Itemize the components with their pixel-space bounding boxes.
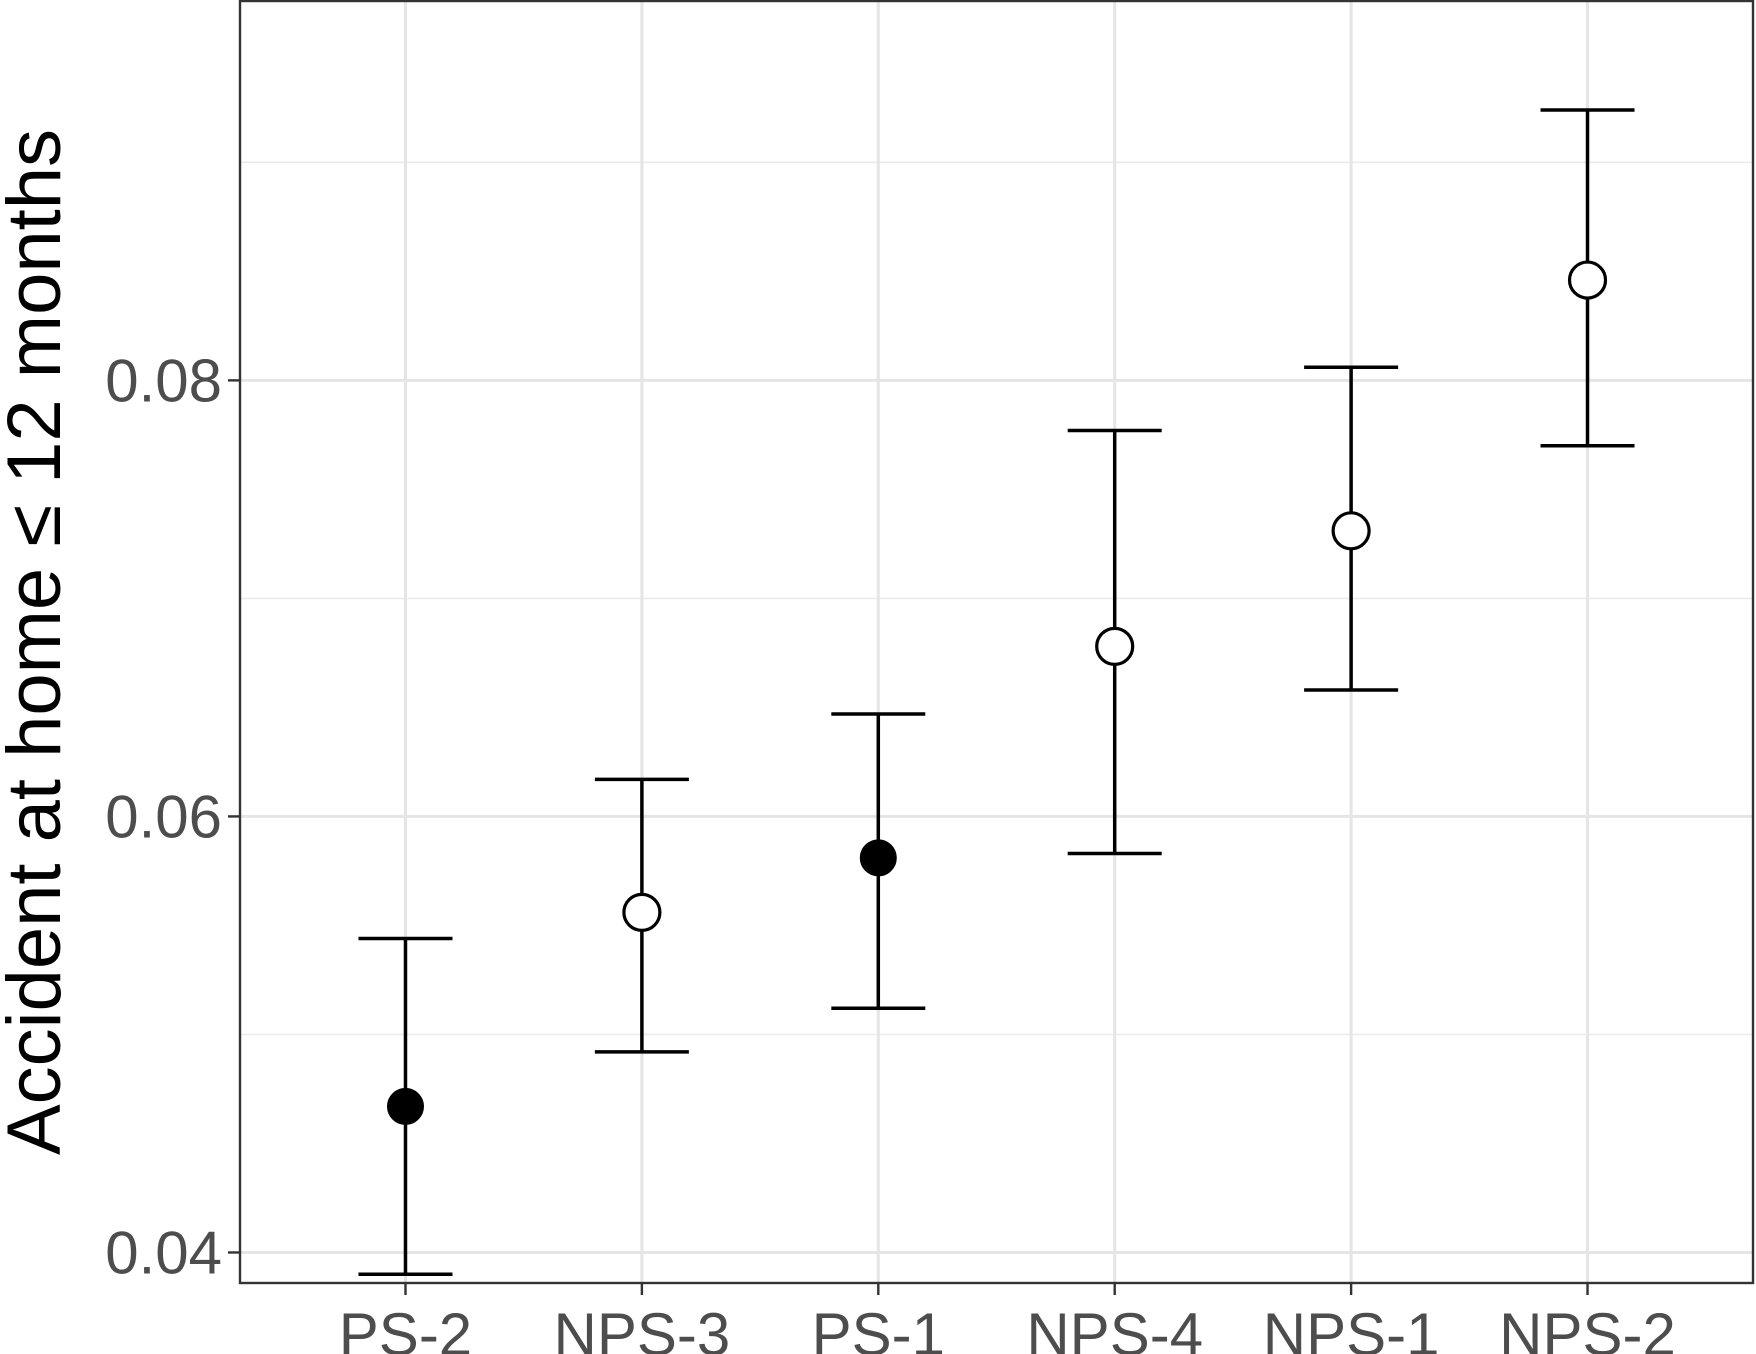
data-point-filled <box>386 1087 424 1125</box>
x-tick-label: PS-2 <box>339 1301 472 1354</box>
data-point-open <box>1567 260 1608 300</box>
x-tick-label: NPS-2 <box>1499 1301 1676 1354</box>
y-axis-title: Accident at home ≤ 12 months <box>0 129 77 1155</box>
x-tick-label: NPS-1 <box>1263 1301 1440 1354</box>
data-point-open <box>622 892 662 932</box>
y-tick-label: 0.04 <box>105 1219 222 1286</box>
data-point-filled <box>859 839 897 877</box>
y-tick-label: 0.08 <box>105 347 222 414</box>
x-tick-label: PS-1 <box>812 1301 945 1354</box>
grid <box>240 1 1753 1283</box>
data-point-open <box>1331 511 1371 551</box>
error-bars <box>358 108 1635 1277</box>
x-axis: PS-2 NPS-3 PS-1 NPS-4 NPS-1 NPS-2 <box>339 1283 1676 1354</box>
data-points <box>386 260 1608 1125</box>
plot-panel-border <box>238 0 1755 1285</box>
y-tick-label: 0.06 <box>105 783 222 850</box>
x-tick-label: NPS-3 <box>554 1301 731 1354</box>
x-tick-label: NPS-4 <box>1026 1301 1203 1354</box>
y-axis: 0.04 0.06 0.08 <box>105 347 240 1286</box>
data-point-open <box>1095 626 1135 666</box>
